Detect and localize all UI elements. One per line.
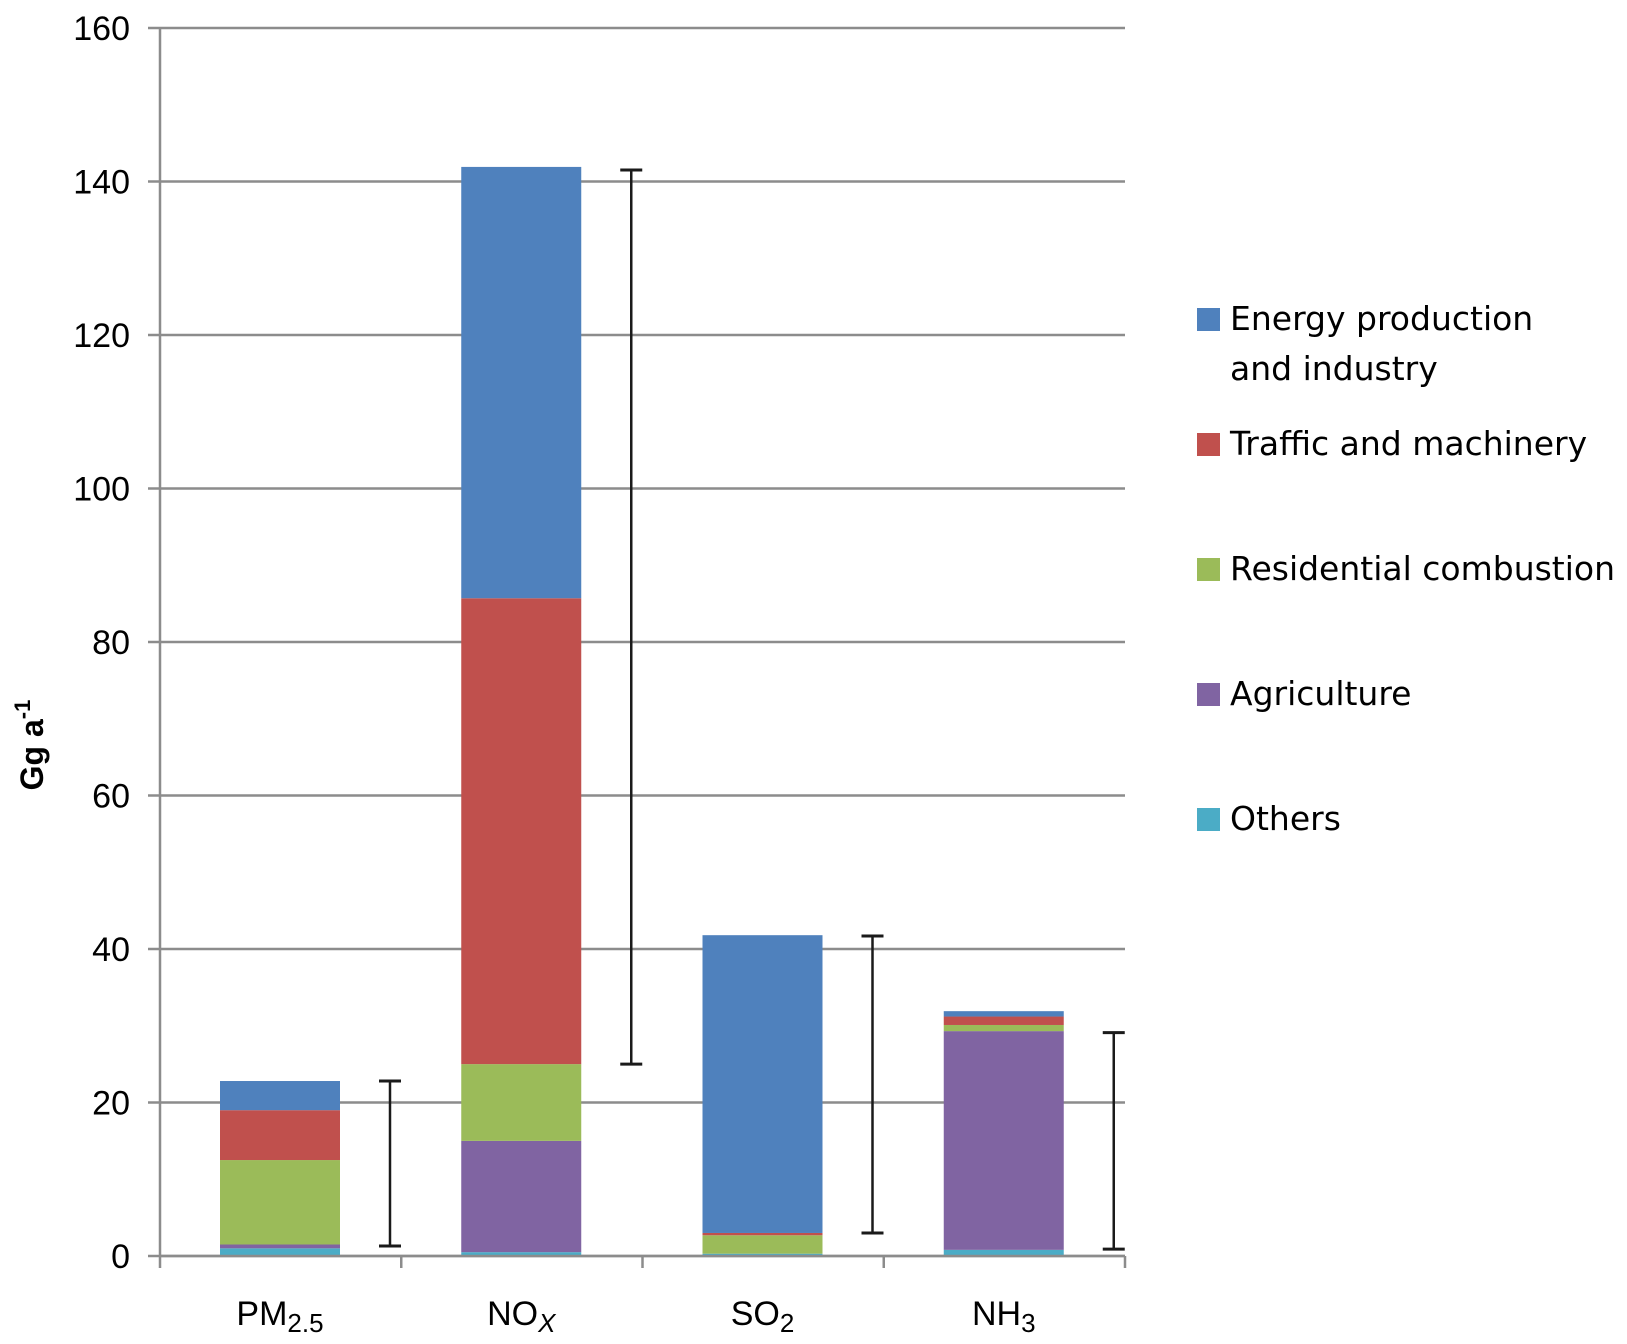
legend-label: and industry — [1230, 349, 1438, 388]
y-tick-label: 100 — [73, 471, 130, 509]
y-tick-labels: 0 20 40 60 80 100 120 140 160 — [73, 10, 130, 1276]
bar-segment-agriculture-4 — [943, 1031, 1064, 1250]
x-tick-labels: PM2.5 NOX SO2 NH3 — [236, 1295, 1035, 1338]
y-tick-label: 0 — [111, 1238, 130, 1276]
bar-segment-others-4 — [943, 1249, 1064, 1256]
legend-label: Energy production — [1230, 299, 1533, 338]
y-tick-label: 140 — [73, 164, 130, 202]
bar-segment-agriculture-1 — [220, 1244, 340, 1249]
y-tick-label: 80 — [92, 624, 130, 662]
bar-segment-residential-combustion-3 — [702, 1235, 823, 1254]
y-tick-label: 60 — [92, 778, 130, 816]
legend-swatch — [1197, 308, 1220, 331]
legend-label: Residential combustion — [1230, 549, 1615, 588]
bar-segment-residential-combustion-4 — [943, 1024, 1064, 1032]
y-tick-label: 40 — [92, 931, 130, 969]
y-axis-title: Gg a-1 — [10, 700, 50, 791]
bar-segment-energy-production-and-industry-3 — [702, 935, 823, 1233]
bar-segment-agriculture-2 — [461, 1140, 582, 1253]
bar-segment-residential-combustion-2 — [461, 1064, 582, 1141]
bar-segment-others-1 — [220, 1248, 340, 1256]
legend-swatch — [1197, 808, 1220, 831]
legend-label: Others — [1230, 799, 1341, 838]
legend: Energy production and industry Traffic and… — [1197, 299, 1615, 838]
y-tick-label: 120 — [73, 317, 130, 355]
legend-label: Traffic and machinery — [1229, 424, 1587, 463]
x-tick-label: SO2 — [731, 1295, 795, 1338]
y-tick-label: 160 — [73, 10, 130, 48]
legend-swatch — [1197, 683, 1220, 706]
bar-segment-energy-production-and-industry-4 — [943, 1011, 1064, 1017]
bar-segment-residential-combustion-1 — [220, 1160, 340, 1245]
bar-segment-energy-production-and-industry-1 — [220, 1081, 340, 1111]
legend-label: Agriculture — [1230, 674, 1411, 713]
legend-swatch — [1197, 433, 1220, 456]
axes — [148, 26, 1127, 1268]
bars — [220, 166, 1064, 1256]
bar-segment-others-2 — [461, 1252, 582, 1256]
x-tick-label: NOX — [487, 1295, 557, 1338]
x-tick-label: NH3 — [972, 1295, 1036, 1338]
legend-swatch — [1197, 558, 1220, 581]
y-axis-title-text: Gg a-1 — [10, 700, 50, 791]
bar-segment-energy-production-and-industry-2 — [461, 166, 582, 599]
y-tick-label: 20 — [92, 1085, 130, 1123]
bar-segment-traffic-and-machinery-4 — [943, 1016, 1064, 1025]
bar-segment-traffic-and-machinery-2 — [461, 598, 582, 1065]
error-bars — [379, 168, 1125, 1251]
bar-segment-traffic-and-machinery-3 — [702, 1232, 823, 1236]
x-tick-label: PM2.5 — [236, 1295, 323, 1338]
bar-segment-traffic-and-machinery-1 — [220, 1110, 340, 1161]
